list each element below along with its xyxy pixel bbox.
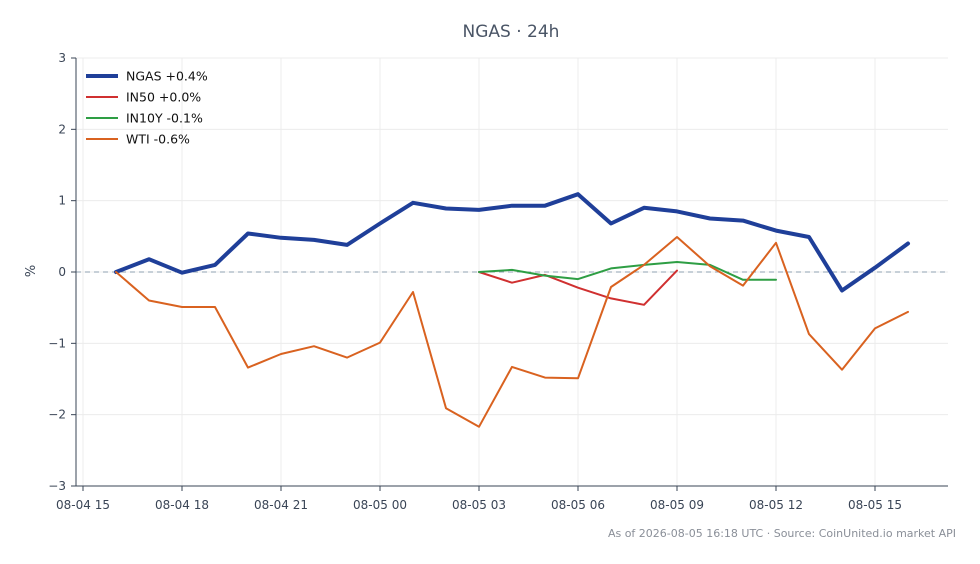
series-line: [114, 192, 910, 293]
legend: NGAS +0.4% IN50 +0.0% IN10Y -0.1% WTI -0.6%: [86, 69, 208, 147]
legend-label: IN50 +0.0%: [126, 90, 201, 105]
x-tick-label: 08-05 15: [848, 498, 902, 512]
series-line: [478, 261, 777, 281]
series-lines: [114, 192, 910, 428]
series-line: [115, 236, 909, 428]
y-tick-label: 2: [58, 122, 66, 136]
y-tick-label: 3: [58, 51, 66, 65]
x-tick-label: 08-05 06: [551, 498, 605, 512]
x-tick-label: 08-05 00: [353, 498, 407, 512]
x-tick-label: 08-05 12: [749, 498, 803, 512]
y-tick-label: −3: [48, 479, 66, 493]
y-tick-label: −1: [48, 336, 66, 350]
legend-label: IN10Y -0.1%: [126, 111, 203, 126]
footer-source: As of 2026-08-05 16:18 UTC · Source: Coi…: [608, 527, 956, 540]
axes: 3 2 1 0 −1 −2 −3 08-04 15 08-04 18 08-04 21 08-05 …: [48, 51, 948, 512]
x-tick-label: 08-05 09: [650, 498, 704, 512]
x-tick-label: 08-05 03: [452, 498, 506, 512]
series-line: [478, 269, 678, 306]
y-tick-label: −2: [48, 408, 66, 422]
chart-title: NGAS · 24h: [463, 22, 560, 42]
y-tick-label: 1: [58, 194, 66, 208]
y-axis-label: %: [24, 265, 39, 277]
x-tick-label: 08-04 18: [155, 498, 209, 512]
legend-label: NGAS +0.4%: [126, 69, 208, 84]
y-tick-label: 0: [58, 265, 66, 279]
x-tick-label: 08-04 15: [56, 498, 110, 512]
legend-label: WTI -0.6%: [126, 132, 190, 147]
grid: [76, 57, 948, 487]
x-tick-label: 08-04 21: [254, 498, 308, 512]
